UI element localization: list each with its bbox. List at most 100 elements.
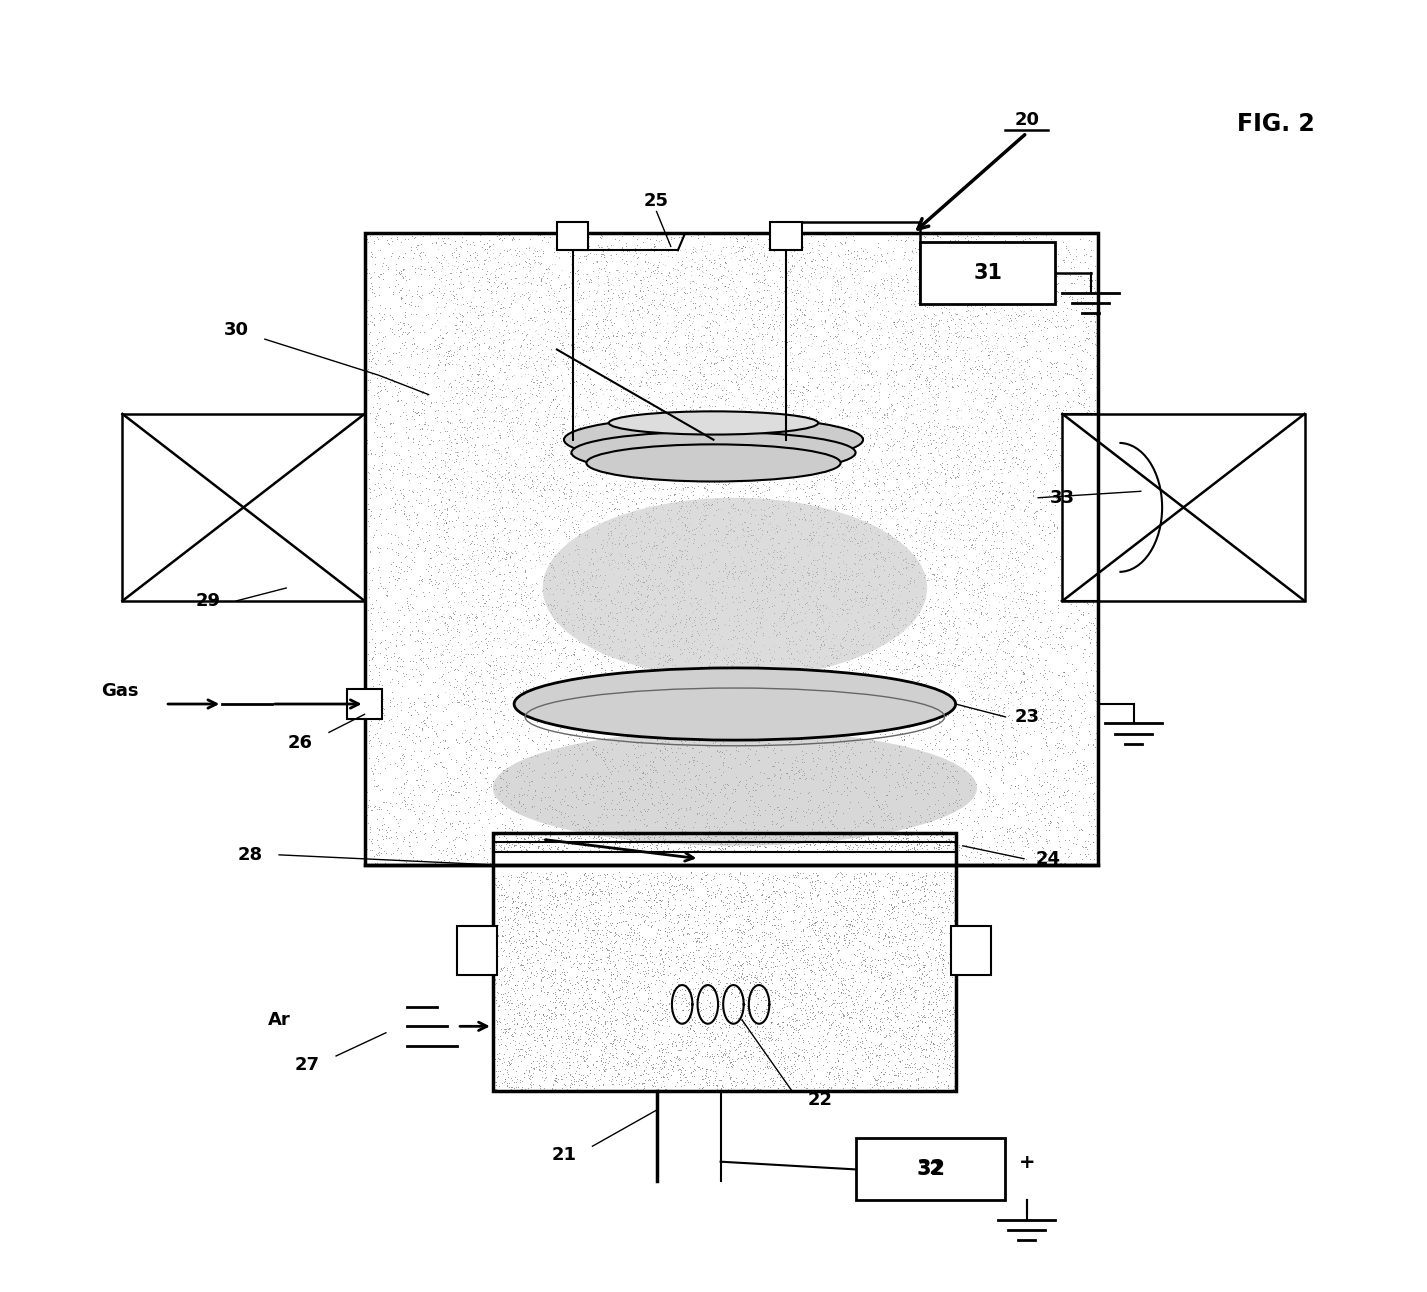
Point <box>692 970 715 991</box>
Point <box>938 1000 960 1021</box>
Point <box>771 292 793 313</box>
Point <box>618 477 641 497</box>
Point <box>823 288 846 309</box>
Point <box>412 758 435 779</box>
Point <box>692 828 715 849</box>
Point <box>741 580 763 601</box>
Point <box>788 1027 811 1048</box>
Point <box>756 388 779 408</box>
Point <box>482 468 505 488</box>
Point <box>761 890 783 911</box>
Point <box>488 776 511 797</box>
Point <box>624 687 646 708</box>
Point <box>528 372 551 393</box>
Point <box>698 1034 721 1054</box>
Point <box>522 827 545 848</box>
Point <box>561 630 584 651</box>
Point <box>906 979 929 1000</box>
Point <box>835 651 858 672</box>
Point <box>694 864 716 885</box>
Point <box>575 481 598 501</box>
Point <box>915 1039 938 1059</box>
Point <box>581 863 604 884</box>
Point <box>875 702 898 722</box>
Point <box>743 579 766 599</box>
Point <box>733 1068 756 1089</box>
Point <box>445 620 468 641</box>
Point <box>410 665 432 686</box>
Point <box>836 336 859 357</box>
Point <box>859 282 882 302</box>
Point <box>860 846 883 867</box>
Point <box>631 371 654 391</box>
Point <box>529 969 552 990</box>
Point <box>726 302 749 323</box>
Point <box>575 873 598 894</box>
Point <box>616 991 639 1012</box>
Point <box>698 956 721 977</box>
Point <box>551 840 574 860</box>
Point <box>675 1030 698 1050</box>
Point <box>987 824 1010 845</box>
Point <box>782 839 805 859</box>
Point <box>414 468 437 488</box>
Point <box>1070 696 1093 717</box>
Point <box>571 581 594 602</box>
Point <box>485 276 508 297</box>
Point <box>985 379 1007 399</box>
Point <box>889 724 912 744</box>
Point <box>815 835 838 855</box>
Point <box>863 261 886 282</box>
Point <box>833 832 856 853</box>
Point <box>685 336 708 357</box>
Point <box>938 1047 960 1067</box>
Point <box>766 416 789 437</box>
Point <box>818 548 841 568</box>
Point <box>908 1067 930 1088</box>
Point <box>959 261 982 282</box>
Point <box>625 961 648 982</box>
Point <box>618 873 641 894</box>
Point <box>769 740 792 761</box>
Point <box>779 1049 802 1070</box>
Point <box>664 609 686 629</box>
Point <box>354 629 377 650</box>
Point <box>728 253 751 274</box>
Point <box>452 711 475 731</box>
Point <box>960 707 983 727</box>
Point <box>678 1018 701 1039</box>
Point <box>809 310 832 331</box>
Point <box>534 982 557 1003</box>
Point <box>903 482 926 503</box>
Point <box>799 505 822 526</box>
Point <box>966 318 989 339</box>
Point <box>408 404 431 425</box>
Point <box>883 1065 906 1085</box>
Point <box>939 1016 962 1036</box>
Point <box>462 419 485 439</box>
Point <box>681 399 704 420</box>
Point <box>365 853 388 873</box>
Point <box>599 244 622 265</box>
Point <box>477 366 499 386</box>
Point <box>704 590 726 611</box>
Point <box>622 873 645 894</box>
Point <box>589 932 612 952</box>
Point <box>781 261 803 282</box>
Point <box>902 689 925 709</box>
Point <box>709 840 732 860</box>
Point <box>632 456 655 477</box>
Point <box>694 1065 716 1085</box>
Point <box>908 712 930 733</box>
Point <box>642 965 665 986</box>
Point <box>926 897 949 917</box>
Point <box>928 804 950 824</box>
Point <box>829 399 852 420</box>
Point <box>408 565 431 585</box>
Point <box>733 718 756 739</box>
Point <box>360 500 382 521</box>
Point <box>689 501 712 522</box>
Point <box>813 983 836 1004</box>
Point <box>645 1008 668 1028</box>
Point <box>739 244 762 265</box>
